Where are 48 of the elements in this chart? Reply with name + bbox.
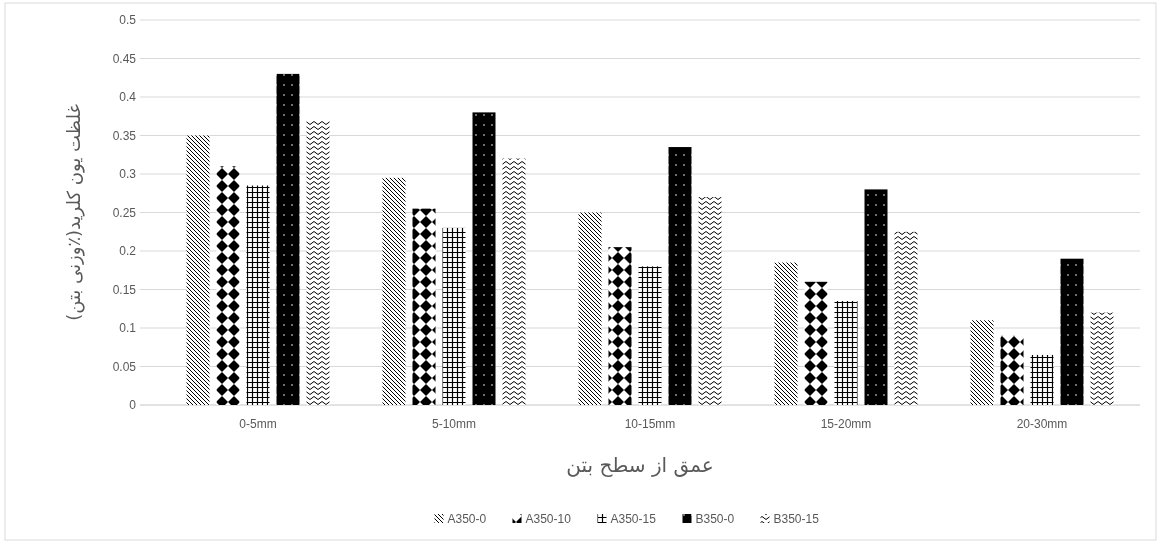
y-tick-label: 0.1 bbox=[119, 321, 137, 335]
legend-label: B350-0 bbox=[695, 512, 735, 526]
bar bbox=[608, 247, 632, 405]
y-tick-label: 0.4 bbox=[119, 90, 137, 104]
bar bbox=[1030, 354, 1054, 405]
bar bbox=[246, 185, 270, 405]
y-tick-label: 0.45 bbox=[112, 51, 137, 66]
bar bbox=[804, 281, 828, 405]
legend-label: B350-15 bbox=[773, 512, 820, 526]
x-tick-label: 0-5mm bbox=[239, 417, 277, 431]
legend-label: A350-10 bbox=[525, 512, 572, 526]
legend-label: A350-0 bbox=[447, 512, 487, 526]
y-axis-title: غلظت یون کلرید(٪وزنی بتن) bbox=[63, 104, 85, 321]
bar bbox=[186, 135, 210, 405]
bar bbox=[970, 320, 994, 405]
bar bbox=[668, 147, 692, 405]
bar bbox=[382, 177, 406, 405]
y-tick-label: 0 bbox=[129, 398, 137, 412]
bar bbox=[472, 112, 496, 405]
bar bbox=[864, 189, 888, 405]
bar bbox=[698, 197, 722, 405]
y-tick-label: 0.05 bbox=[112, 359, 137, 374]
x-tick-label: 20-30mm bbox=[1016, 417, 1068, 431]
legend-label: A350-15 bbox=[610, 512, 657, 526]
bar bbox=[306, 120, 330, 405]
bar bbox=[412, 208, 436, 405]
bar bbox=[638, 266, 662, 405]
x-tick-label: 10-15mm bbox=[624, 417, 676, 431]
bar bbox=[894, 231, 918, 405]
y-tick-label: 0.2 bbox=[119, 244, 137, 258]
y-tick-label: 0.25 bbox=[112, 205, 137, 220]
bar bbox=[502, 158, 526, 405]
bar bbox=[834, 301, 858, 405]
x-axis-title: عمق از سطح بتن bbox=[566, 453, 714, 477]
x-tick-label: 15-20mm bbox=[820, 417, 872, 431]
y-tick-label: 0.15 bbox=[112, 282, 137, 297]
y-tick-label: 0.3 bbox=[119, 167, 137, 181]
y-tick-label: 0.35 bbox=[112, 128, 137, 143]
bar bbox=[1000, 335, 1024, 405]
bar bbox=[774, 262, 798, 405]
x-tick-label: 5-10mm bbox=[431, 417, 477, 431]
bar bbox=[442, 227, 466, 405]
y-tick-label: 0.5 bbox=[119, 13, 137, 27]
bar bbox=[276, 73, 300, 405]
bar bbox=[1090, 312, 1114, 405]
bar bbox=[1060, 258, 1084, 405]
bar bbox=[216, 166, 240, 405]
bar bbox=[578, 212, 602, 405]
